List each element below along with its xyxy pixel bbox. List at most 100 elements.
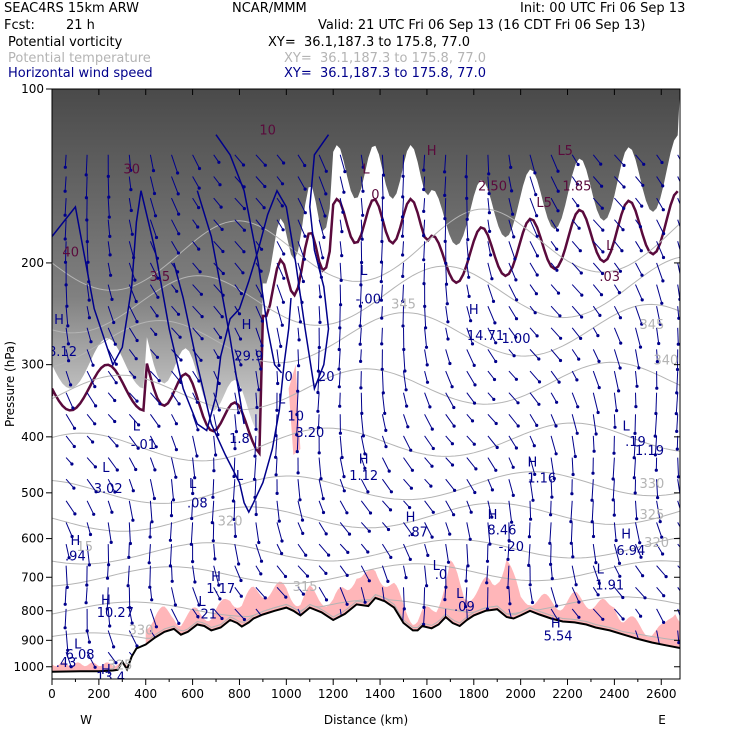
wind-vector <box>466 500 472 513</box>
wind-vector-head <box>115 468 119 472</box>
wind-vector <box>211 500 215 523</box>
wind-vector-head <box>615 409 619 413</box>
wind-vector <box>550 241 558 250</box>
wind-vector <box>213 370 220 384</box>
wind-vector <box>318 565 327 574</box>
wind-vector <box>171 565 173 582</box>
wind-vector-head <box>600 206 604 210</box>
wind-vector <box>656 284 663 304</box>
wind-vector <box>487 413 497 424</box>
wind-vector-head <box>211 539 215 543</box>
wind-vector <box>381 543 392 558</box>
wind-vector <box>339 392 341 407</box>
x-end-left: W <box>80 713 92 727</box>
wind-vector-head <box>558 358 563 363</box>
wind-vector <box>465 587 468 607</box>
wind-vector <box>424 392 431 408</box>
wind-vector-head <box>422 282 426 286</box>
wind-vector-head <box>368 511 373 515</box>
wind-vector <box>149 241 158 259</box>
wind-vector <box>571 262 582 274</box>
wind-vector-head <box>260 294 264 298</box>
wind-vector-head <box>527 563 531 568</box>
wind-vector-head <box>218 597 222 601</box>
wind-vector-head <box>274 455 278 459</box>
wind-vector <box>86 284 90 301</box>
wind-vector <box>487 284 494 302</box>
wind-vector-head <box>662 232 666 236</box>
wind-vector-head <box>110 297 114 301</box>
wind-vector-head <box>529 517 533 521</box>
wind-vector <box>85 176 88 198</box>
wind-vector <box>107 608 111 627</box>
wind-vector <box>276 565 286 577</box>
wind-vector-head <box>577 226 581 230</box>
wind-vector <box>107 219 111 237</box>
wind-vector-head <box>177 621 181 626</box>
wind-label: L <box>236 469 244 484</box>
wind-vector <box>171 327 181 338</box>
wind-vector <box>486 565 489 583</box>
wind-label: 1.16 <box>527 472 556 487</box>
wind-vector <box>592 435 595 452</box>
wind-vector-head <box>221 249 225 254</box>
wind-vector-head <box>527 535 532 539</box>
wind-vector <box>64 198 67 216</box>
wind-vector-head <box>63 165 67 169</box>
theta-label: 345 <box>391 298 416 313</box>
pv-label: H <box>427 144 437 159</box>
wind-vector-head <box>279 344 283 348</box>
wind-vector <box>423 608 426 625</box>
pv-label: 40 <box>62 246 79 261</box>
wind-vector-head <box>152 191 157 196</box>
wind-vector <box>529 587 533 603</box>
wind-vector <box>339 154 346 172</box>
wind-vector <box>677 176 680 183</box>
wind-vector-head <box>380 367 384 371</box>
wind-vector-head <box>191 491 195 496</box>
wind-vector <box>150 370 160 382</box>
wind-vector <box>508 219 515 238</box>
wind-vector-head <box>622 163 626 167</box>
wind-label: 1.17 <box>206 582 235 597</box>
wind-vector-head <box>129 168 133 172</box>
wind-vector <box>318 414 320 428</box>
wind-label: H <box>406 510 416 525</box>
wind-vector-head <box>537 380 542 384</box>
wind-vector-head <box>87 298 91 302</box>
wind-vector <box>655 392 658 414</box>
wind-vector <box>86 651 96 668</box>
wind-vector-head <box>129 188 133 192</box>
wind-vector-head <box>219 205 223 209</box>
wind-vector-head <box>70 534 74 539</box>
wind-vector-head <box>676 475 680 479</box>
wind-vector <box>255 154 266 166</box>
wind-vector <box>255 371 260 390</box>
wind-vector-head <box>72 444 76 449</box>
wind-vector <box>255 306 263 322</box>
wind-vector-head <box>242 228 246 232</box>
wind-vector-head <box>661 552 665 556</box>
wind-vector <box>234 392 239 413</box>
wind-vector-head <box>620 249 624 253</box>
wind-vector-head <box>196 225 200 229</box>
wind-contour-3 <box>215 134 283 374</box>
wind-label: 29.9 <box>234 349 263 364</box>
wind-vector <box>107 306 115 323</box>
forecast-label: Fcst: <box>4 18 35 33</box>
wind-vector-head <box>155 314 159 318</box>
wind-vector <box>403 478 412 489</box>
wind-vector-head <box>71 406 75 410</box>
wind-vector-head <box>443 217 447 221</box>
wind-vector <box>571 284 583 296</box>
wind-vector <box>276 586 287 598</box>
wind-vector-head <box>550 495 554 499</box>
wind-vector-head <box>575 378 579 382</box>
wind-vector-head <box>321 497 325 501</box>
wind-vector <box>423 154 426 171</box>
wind-vector-head <box>324 192 328 196</box>
wind-vector <box>149 284 159 298</box>
wind-vector <box>297 500 303 521</box>
wind-vector-head <box>337 367 341 371</box>
wind-vector-head <box>321 256 325 260</box>
